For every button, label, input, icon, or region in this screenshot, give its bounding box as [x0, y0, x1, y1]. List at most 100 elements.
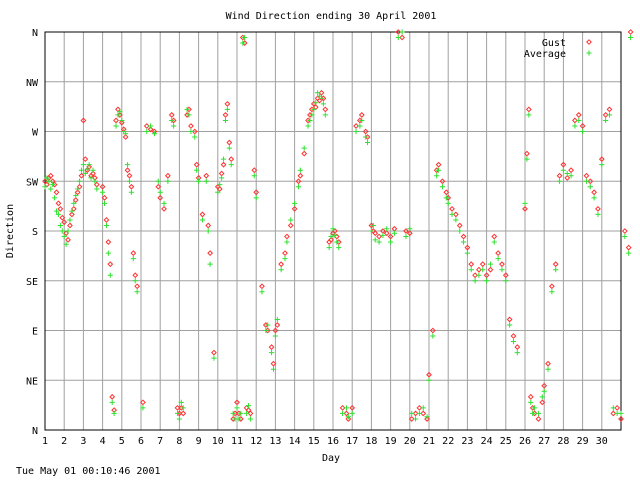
- gust-point: [483, 272, 490, 279]
- gust-point: [47, 172, 54, 179]
- average-point: [155, 178, 161, 184]
- average-point: [445, 200, 451, 206]
- average-point: [572, 123, 578, 129]
- gust-point: [435, 161, 442, 168]
- average-point: [186, 112, 192, 118]
- average-point: [510, 338, 517, 345]
- average-point: [364, 139, 371, 146]
- average-point: [244, 410, 250, 417]
- average-point: [188, 128, 194, 135]
- gust-point: [502, 272, 509, 279]
- x-tick-label: 10: [212, 436, 224, 447]
- average-point: [274, 316, 280, 323]
- x-tick-label: 8: [176, 436, 182, 447]
- gust-point: [556, 172, 563, 179]
- average-point: [434, 173, 440, 179]
- legend-average-symbol: [586, 50, 592, 56]
- gust-point: [403, 228, 409, 234]
- legend-average-label: Average: [524, 49, 566, 60]
- average-point: [217, 181, 223, 188]
- x-tick-label: 18: [365, 436, 377, 447]
- average-point: [599, 162, 605, 168]
- gust-point: [487, 266, 494, 273]
- average-point: [595, 211, 601, 218]
- average-point: [174, 410, 181, 417]
- gust-point: [226, 139, 233, 146]
- average-point: [464, 250, 470, 256]
- gust-point: [270, 360, 277, 367]
- average-point: [44, 175, 50, 181]
- average-point: [226, 145, 232, 151]
- average-point: [388, 239, 394, 245]
- gust-point: [132, 272, 139, 279]
- average-point: [73, 193, 79, 199]
- gust-point: [193, 161, 200, 168]
- gust-point: [476, 266, 482, 273]
- average-point: [140, 405, 146, 411]
- average-point: [340, 410, 346, 417]
- gust-point: [406, 230, 413, 237]
- gust-point: [161, 205, 167, 212]
- average-point: [71, 200, 77, 206]
- average-point: [165, 178, 171, 184]
- gust-point: [61, 219, 68, 226]
- y-tick-label: N: [32, 28, 38, 39]
- average-point: [253, 195, 259, 201]
- y-tick-label: NW: [26, 78, 39, 89]
- average-point: [84, 166, 90, 172]
- average-point: [443, 195, 449, 201]
- gust-point: [207, 250, 214, 257]
- average-point: [270, 366, 277, 372]
- average-point: [169, 117, 175, 124]
- x-tick-label: 23: [461, 436, 473, 447]
- average-point: [487, 261, 494, 267]
- average-point: [430, 333, 436, 339]
- gust-point: [358, 112, 365, 118]
- y-tick-label: SE: [26, 277, 38, 288]
- x-tick-label: 6: [138, 436, 144, 447]
- y-tick-label: S: [32, 227, 38, 238]
- x-tick-label: 4: [100, 436, 106, 447]
- gust-point: [568, 167, 574, 174]
- gust-point: [614, 404, 621, 411]
- average-point: [395, 34, 401, 41]
- average-point: [610, 405, 616, 411]
- x-tick-label: 19: [385, 436, 397, 447]
- average-point: [101, 200, 108, 206]
- x-tick-label: 21: [423, 436, 435, 447]
- gust-point: [216, 186, 223, 192]
- gust-point: [372, 230, 379, 237]
- x-tick-label: 2: [61, 436, 67, 447]
- chart-title: Wind Direction ending 30 April 2001: [226, 11, 437, 22]
- average-point: [76, 178, 83, 184]
- gust-point: [472, 272, 478, 279]
- average-point: [315, 90, 321, 96]
- gust-point: [541, 382, 548, 389]
- average-point: [453, 217, 459, 223]
- x-tick-label: 27: [538, 436, 550, 447]
- gust-point: [105, 239, 112, 245]
- gust-point: [245, 407, 252, 414]
- average-point: [238, 410, 244, 417]
- average-point: [407, 226, 413, 232]
- average-point: [320, 101, 326, 107]
- gust-point: [618, 416, 624, 422]
- average-point: [236, 416, 242, 422]
- average-point: [199, 217, 206, 223]
- gust-point: [514, 344, 521, 350]
- gust-point: [579, 123, 586, 129]
- average-point: [580, 128, 586, 135]
- gust-point: [499, 261, 505, 268]
- gust-point: [524, 150, 530, 157]
- average-point: [109, 399, 115, 405]
- average-point: [309, 112, 315, 118]
- average-point: [553, 267, 559, 273]
- average-point: [568, 173, 574, 179]
- x-tick-label: 14: [289, 436, 301, 447]
- average-point: [522, 200, 528, 206]
- gust-point: [199, 211, 206, 218]
- legend-gust-symbol: [586, 39, 592, 45]
- average-point: [92, 178, 98, 184]
- gust-point: [468, 261, 475, 268]
